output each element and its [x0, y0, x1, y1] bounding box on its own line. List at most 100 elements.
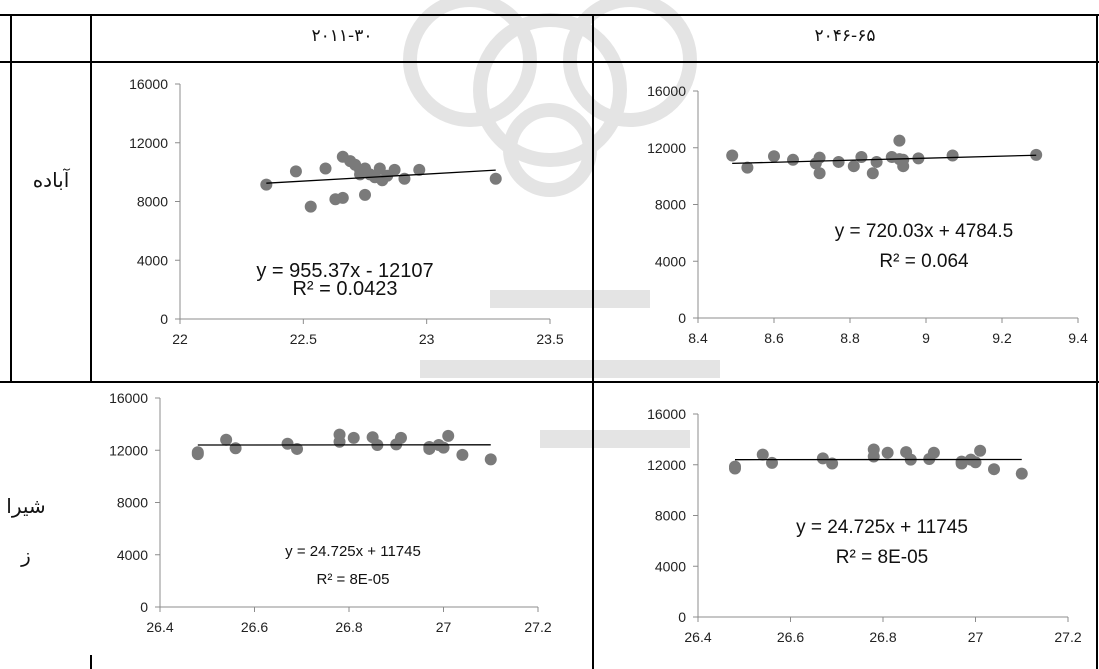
row-label-shiraz-part2: ز: [21, 543, 31, 567]
data-point: [893, 134, 906, 147]
table-bottom-left-stub: [90, 655, 92, 669]
r-squared-label: R² = 0.064: [879, 251, 969, 272]
table-right-border: [1096, 14, 1098, 669]
x-tick-label: 26.6: [241, 619, 268, 635]
y-tick-label: 0: [140, 599, 148, 615]
table-left-border: [10, 14, 12, 383]
x-tick-label: 8.6: [764, 330, 784, 346]
x-tick-label: 9.2: [992, 330, 1012, 346]
data-point: [768, 150, 780, 163]
x-tick-label: 9.4: [1068, 330, 1088, 346]
data-point: [456, 448, 469, 461]
x-tick-label: 27: [436, 619, 452, 635]
trendline: [266, 169, 496, 184]
x-tick-label: 27.2: [1054, 629, 1081, 645]
data-point: [489, 172, 502, 185]
x-tick-label: 9: [922, 330, 930, 346]
data-point: [867, 443, 880, 456]
data-point: [927, 446, 940, 459]
y-tick-label: 16000: [647, 83, 686, 99]
x-tick-label: 27.2: [524, 619, 551, 635]
table-top-border: [0, 14, 1099, 16]
regression-equation-label: y = 24.725x + 11745: [796, 517, 968, 538]
data-point: [304, 200, 317, 213]
data-point: [816, 452, 829, 465]
y-tick-label: 12000: [647, 457, 686, 473]
table-header-divider: [0, 61, 1099, 63]
y-tick-label: 12000: [109, 442, 148, 458]
data-point: [423, 440, 436, 453]
x-tick-label: 23.5: [536, 331, 563, 347]
data-point: [988, 463, 1000, 476]
data-point: [347, 431, 360, 444]
data-point: [813, 167, 826, 180]
table-label-column-divider: [90, 14, 92, 383]
data-point: [955, 455, 968, 468]
y-tick-label: 16000: [647, 406, 686, 422]
row-label-abadeh: آباده: [32, 168, 70, 192]
data-point: [756, 448, 769, 461]
data-point: [281, 437, 294, 450]
r-squared-label: R² = 0.0423: [292, 278, 397, 300]
data-point: [969, 456, 982, 469]
data-point: [832, 155, 845, 168]
y-tick-label: 4000: [117, 547, 148, 563]
data-point: [220, 433, 233, 446]
data-point: [484, 453, 497, 466]
data-point: [359, 188, 371, 201]
regression-equation-label: y = 955.37x - 12107: [256, 260, 433, 282]
y-tick-label: 0: [678, 310, 686, 326]
r-squared-label: R² = 8E-05: [836, 547, 928, 568]
table-middle-divider: [592, 14, 594, 669]
data-point: [291, 442, 304, 455]
row-label-shiraz-part1: شیرا: [6, 494, 46, 518]
data-point: [260, 178, 273, 191]
data-point: [787, 153, 799, 166]
x-tick-label: 22: [172, 331, 188, 347]
x-tick-label: 26.8: [869, 629, 896, 645]
data-point: [847, 160, 860, 173]
x-tick-label: 8.4: [688, 330, 708, 346]
data-point: [826, 457, 839, 470]
y-tick-label: 0: [160, 311, 168, 327]
header-period-2: ۲۰۴۶-۶۵: [814, 26, 876, 46]
data-point: [333, 428, 346, 441]
x-tick-label: 8.8: [840, 330, 860, 346]
table-row-divider: [0, 381, 1099, 383]
data-point: [413, 163, 426, 176]
watermark-emblem: [403, 0, 720, 448]
data-point: [388, 163, 401, 176]
regression-equation-label: y = 24.725x + 11745: [285, 543, 421, 560]
data-point: [866, 167, 879, 180]
x-tick-label: 27: [968, 629, 984, 645]
y-tick-label: 8000: [117, 495, 148, 511]
x-tick-label: 26.4: [684, 629, 711, 645]
x-tick-label: 22.5: [290, 331, 317, 347]
data-point: [289, 165, 302, 178]
data-point: [319, 162, 332, 175]
x-tick-label: 26.4: [146, 619, 173, 635]
data-point: [729, 460, 741, 473]
y-tick-label: 8000: [655, 508, 686, 524]
data-point: [741, 161, 754, 174]
data-point: [766, 456, 778, 469]
y-tick-label: 16000: [109, 390, 148, 406]
y-tick-label: 4000: [655, 558, 686, 574]
x-tick-label: 26.6: [777, 629, 804, 645]
data-point: [881, 446, 894, 459]
x-tick-label: 23: [419, 331, 435, 347]
r-squared-label: R² = 8E-05: [317, 571, 390, 588]
y-tick-label: 4000: [137, 252, 168, 268]
data-point: [373, 162, 386, 175]
data-point: [946, 149, 959, 162]
data-point: [336, 191, 349, 204]
y-tick-label: 12000: [647, 140, 686, 156]
data-point: [897, 153, 910, 166]
data-point: [974, 444, 987, 457]
y-tick-label: 16000: [129, 76, 168, 92]
data-point: [1015, 467, 1028, 480]
